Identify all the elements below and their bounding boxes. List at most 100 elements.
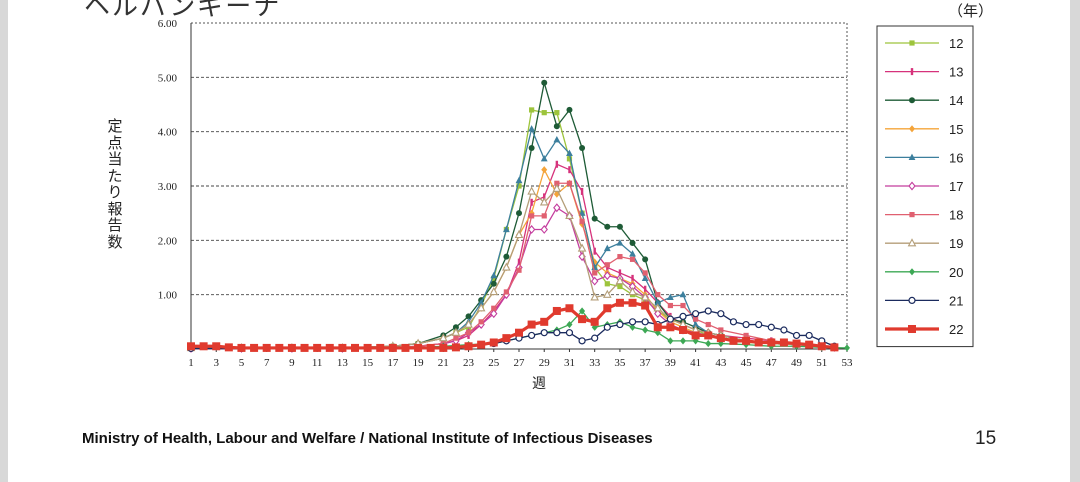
data-point-18 [655, 292, 661, 298]
data-point-22 [691, 331, 700, 340]
x-tick-label: 25 [488, 357, 500, 369]
data-point-13 [555, 160, 559, 168]
data-point-12 [617, 283, 623, 290]
data-point-21 [792, 331, 801, 340]
x-tick-label: 29 [539, 357, 551, 369]
data-point-21 [628, 318, 637, 326]
data-point-16 [666, 293, 674, 300]
data-point-21 [540, 329, 548, 337]
data-point-18 [465, 330, 472, 336]
data-point-22 [565, 304, 574, 313]
legend-marker-14 [909, 97, 915, 104]
page-number: 15 [975, 428, 997, 449]
x-tick-label: 7 [264, 357, 270, 369]
data-point-22 [552, 306, 561, 315]
data-point-20 [680, 337, 686, 345]
x-tick-label: 3 [213, 357, 219, 369]
data-point-20 [692, 337, 699, 345]
data-point-16 [566, 149, 573, 156]
legend-label-13: 13 [949, 65, 963, 80]
data-point-22 [224, 343, 233, 352]
data-point-21 [742, 320, 750, 329]
data-point-13 [568, 166, 571, 174]
data-point-20 [654, 329, 661, 337]
data-point-12 [604, 281, 610, 287]
x-tick-label: 9 [289, 357, 295, 369]
data-point-13 [643, 285, 647, 293]
data-point-22 [540, 317, 549, 326]
data-point-14 [490, 280, 497, 287]
data-point-22 [300, 343, 309, 352]
data-point-14 [528, 144, 535, 151]
axis-ticks: 1.002.003.004.005.006.001 3 5 7 9 11 13 15 17 19 2… [158, 18, 853, 369]
legend-year-unit: （年） [948, 2, 994, 20]
data-point-20 [844, 344, 850, 352]
data-point-14 [579, 144, 586, 151]
x-tick-label: 5 [239, 357, 245, 369]
data-point-16 [654, 299, 662, 306]
x-tick-label: 41 [690, 357, 701, 369]
legend-marker-20 [909, 268, 915, 276]
x-tick-label: 43 [715, 357, 727, 369]
data-point-18 [705, 321, 711, 328]
data-point-20 [705, 339, 712, 348]
data-point-22 [515, 328, 523, 337]
data-point-22 [275, 343, 284, 352]
data-point-14 [629, 240, 636, 247]
x-tick-label: 49 [791, 357, 803, 369]
data-point-16 [490, 271, 498, 279]
legend-label-14: 14 [949, 93, 963, 108]
data-point-22 [754, 338, 763, 347]
data-point-19 [527, 186, 536, 195]
x-tick-label: 15 [362, 357, 374, 369]
data-point-19 [628, 286, 637, 296]
x-tick-label: 47 [766, 357, 778, 369]
legend-item-20: 20 [885, 265, 963, 280]
data-point-22 [414, 343, 423, 352]
series-line-22 [191, 301, 835, 350]
x-axis-label: 週 [532, 376, 546, 392]
data-point-21 [565, 329, 574, 337]
legend-label-17: 17 [949, 179, 963, 194]
data-point-16 [692, 320, 700, 328]
data-point-12 [491, 275, 497, 281]
legend-label-19: 19 [949, 236, 963, 251]
data-point-22 [704, 331, 713, 340]
x-tick-label: 11 [312, 357, 323, 369]
data-point-13 [530, 198, 533, 206]
legend-item-16: 16 [885, 150, 963, 165]
data-point-14 [541, 79, 548, 86]
series-line-21 [191, 310, 835, 350]
data-point-18 [680, 302, 686, 309]
data-point-22 [351, 343, 359, 352]
data-point-17 [527, 225, 536, 234]
data-point-21 [692, 310, 700, 318]
data-point-22 [779, 338, 788, 347]
legend-marker-12 [909, 40, 915, 46]
data-point-19 [464, 319, 473, 328]
data-point-17 [490, 309, 498, 319]
data-point-18 [693, 316, 699, 322]
data-point-16 [540, 155, 548, 162]
data-point-22 [830, 343, 839, 352]
data-point-19 [451, 327, 461, 336]
data-point-22 [578, 315, 587, 324]
x-tick-label: 17 [387, 357, 399, 369]
data-point-20 [579, 307, 586, 315]
data-point-13 [606, 264, 609, 271]
legend-label-16: 16 [949, 150, 963, 165]
data-point-14 [452, 324, 459, 331]
data-point-12 [516, 183, 522, 189]
data-point-19 [552, 183, 562, 192]
data-point-21 [704, 307, 712, 315]
y-tick-label: 1.00 [158, 290, 178, 302]
legend-marker-21 [908, 296, 916, 304]
data-point-22 [212, 342, 221, 351]
data-point-12 [541, 110, 547, 116]
data-point-13 [618, 269, 622, 277]
data-point-18 [592, 270, 598, 276]
data-point-21 [578, 337, 586, 345]
legend-item-12: 12 [885, 36, 963, 51]
data-point-16 [477, 299, 485, 306]
